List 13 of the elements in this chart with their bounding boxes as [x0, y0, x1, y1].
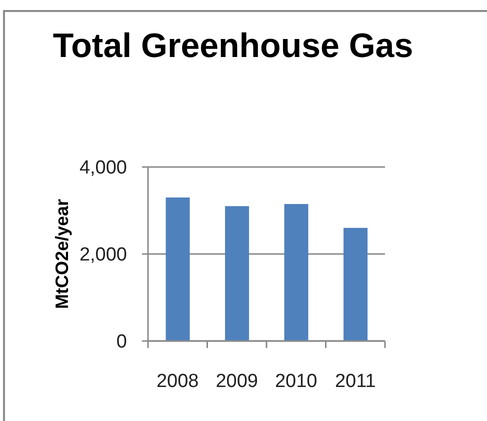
chart-title: Total Greenhouse Gas — [52, 27, 414, 66]
y-tick-label: 4,000 — [79, 158, 127, 179]
bar — [284, 204, 308, 341]
x-tick-label: 2008 — [156, 371, 199, 392]
bar — [166, 197, 190, 341]
bar — [344, 228, 368, 341]
y-axis-title: MtCO2e/year — [52, 198, 72, 310]
bar — [225, 206, 250, 341]
y-tick-label: 2,000 — [79, 244, 127, 266]
x-tick-label: 2010 — [274, 371, 318, 392]
x-tick-label: 2011 — [334, 371, 376, 392]
y-tick-label: 0 — [116, 332, 127, 353]
x-tick-label: 2009 — [216, 371, 258, 392]
